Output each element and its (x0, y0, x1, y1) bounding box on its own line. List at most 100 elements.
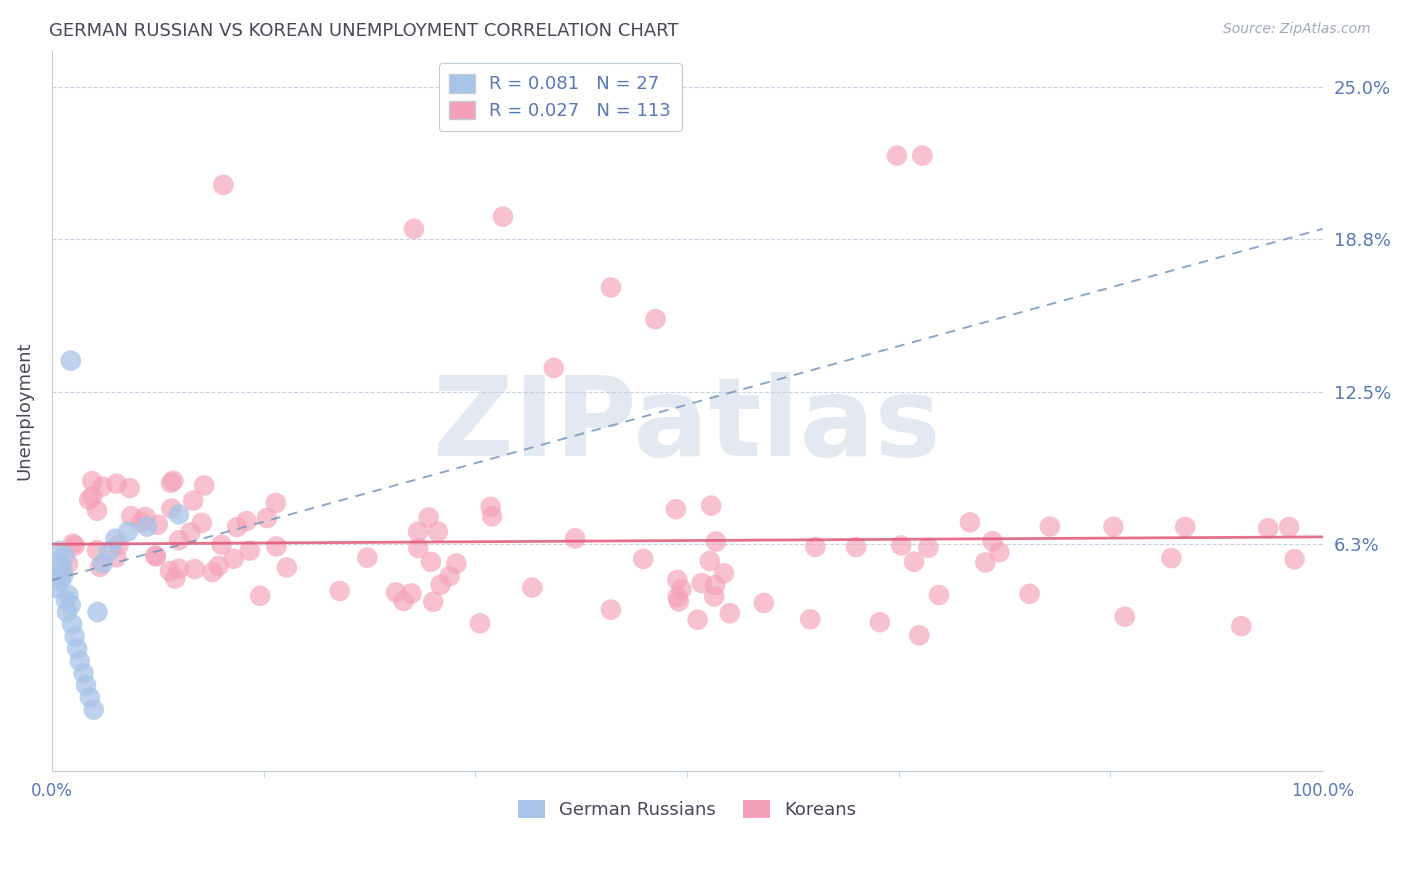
Point (77, 492, 100, 507)
Y-axis label: Unemployment: Unemployment (15, 342, 32, 480)
Point (481, 509, 503, 524)
Legend: German Russians, Koreans: German Russians, Koreans (510, 793, 863, 827)
Point (193, 478, 215, 492)
Point (63, 630, 86, 644)
Point (666, 573, 689, 587)
Point (974, 556, 997, 570)
Point (1284, 552, 1306, 566)
Point (136, 519, 159, 533)
Point (911, 148, 934, 162)
Point (91, 480, 114, 494)
Point (401, 586, 423, 600)
Point (426, 524, 449, 539)
Point (183, 562, 205, 576)
Point (60, 617, 83, 632)
Point (56, 605, 79, 619)
Point (167, 508, 190, 522)
Point (191, 516, 214, 530)
Point (179, 525, 201, 540)
Point (890, 539, 912, 553)
Point (58, 588, 80, 602)
Point (928, 588, 950, 602)
Point (479, 500, 502, 514)
Point (1230, 619, 1253, 633)
Point (249, 589, 271, 603)
Point (886, 148, 908, 162)
Point (160, 501, 183, 516)
Point (165, 572, 187, 586)
Point (86, 543, 108, 558)
Point (402, 222, 425, 236)
Point (686, 613, 709, 627)
Point (704, 534, 727, 549)
Point (48, 544, 70, 558)
Point (66, 641, 89, 656)
Point (86, 504, 108, 518)
Point (665, 502, 688, 516)
Point (75, 678, 97, 692)
Point (644, 312, 666, 326)
Point (329, 584, 352, 599)
Point (671, 582, 693, 597)
Point (668, 594, 690, 608)
Point (492, 210, 515, 224)
Point (53, 549, 76, 563)
Point (56, 557, 79, 571)
Point (1174, 520, 1197, 534)
Point (420, 555, 443, 569)
Point (55, 592, 77, 607)
Point (45, 581, 67, 595)
Point (1018, 587, 1040, 601)
Point (59, 598, 82, 612)
Point (439, 569, 461, 583)
Point (167, 533, 190, 548)
Point (418, 510, 440, 524)
Point (105, 476, 128, 491)
Point (446, 557, 468, 571)
Point (406, 524, 429, 539)
Point (408, 541, 430, 555)
Point (211, 538, 233, 552)
Point (146, 517, 169, 532)
Point (105, 550, 128, 565)
Point (1160, 551, 1182, 566)
Point (845, 540, 868, 554)
Point (207, 558, 229, 573)
Point (118, 481, 141, 495)
Point (89, 559, 111, 574)
Point (752, 596, 775, 610)
Point (235, 514, 257, 528)
Point (97, 544, 120, 558)
Point (903, 555, 925, 569)
Point (79, 690, 101, 705)
Point (201, 565, 224, 579)
Point (59, 353, 82, 368)
Point (181, 493, 204, 508)
Point (72, 666, 94, 681)
Point (160, 475, 183, 490)
Point (120, 509, 142, 524)
Point (385, 585, 408, 599)
Point (869, 615, 891, 630)
Point (690, 576, 713, 591)
Point (392, 594, 415, 608)
Point (264, 496, 287, 510)
Point (1278, 520, 1301, 534)
Point (543, 361, 565, 376)
Point (86, 605, 108, 619)
Point (82, 474, 104, 488)
Point (145, 549, 167, 564)
Point (468, 616, 491, 631)
Point (226, 520, 249, 534)
Point (256, 511, 278, 525)
Point (63, 539, 86, 553)
Point (700, 499, 723, 513)
Point (167, 562, 190, 576)
Point (804, 540, 827, 554)
Point (1102, 520, 1125, 534)
Point (91, 556, 114, 570)
Point (239, 543, 262, 558)
Point (699, 554, 721, 568)
Point (429, 578, 451, 592)
Text: GERMAN RUSSIAN VS KOREAN UNEMPLOYMENT CORRELATION CHART: GERMAN RUSSIAN VS KOREAN UNEMPLOYMENT CO… (49, 22, 679, 40)
